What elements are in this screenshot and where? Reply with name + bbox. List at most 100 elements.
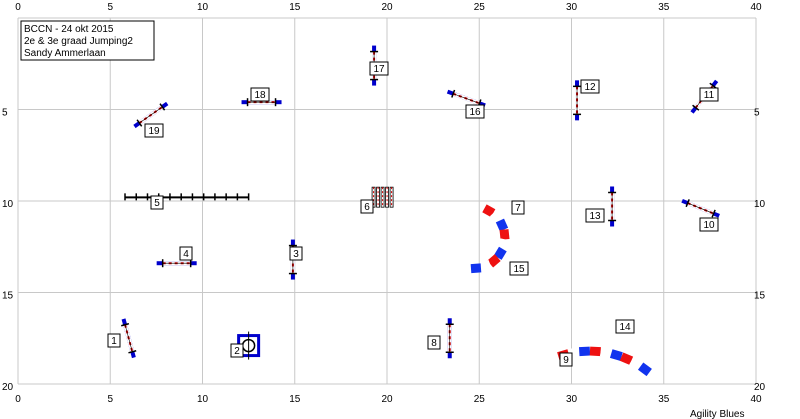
tunnel-segment	[637, 362, 652, 377]
obstacle-number: 17	[369, 61, 389, 76]
x-tick-label: 25	[474, 2, 486, 13]
obstacle-number: 7	[511, 200, 525, 215]
y-tick-label: 20	[754, 382, 766, 393]
tunnel-7	[470, 204, 510, 274]
tunnel-segment	[493, 246, 507, 260]
y-tick-label: 10	[2, 199, 14, 210]
x-tick-label: 35	[658, 2, 670, 13]
number-box	[179, 246, 193, 261]
jump-16	[446, 89, 486, 108]
number-box	[699, 217, 719, 232]
number-text: 2	[234, 346, 240, 357]
obstacle-number: 15	[509, 261, 529, 276]
tunnel-segment	[482, 204, 496, 218]
y-tick-label: 10	[754, 199, 766, 210]
tunnel-segment	[479, 259, 492, 273]
number-box	[699, 87, 719, 102]
number-box	[465, 104, 485, 119]
x-tick-label: 15	[289, 394, 301, 405]
info-line-class: 2e & 3e graad Jumping2	[24, 36, 133, 47]
jump-bar	[453, 93, 480, 104]
y-tick-label: 15	[754, 291, 766, 302]
number-text: 8	[431, 338, 437, 349]
x-tick-label: 15	[289, 2, 301, 13]
weave-5	[124, 193, 250, 201]
x-tick-label: 30	[566, 2, 578, 13]
x-tick-label: 10	[197, 394, 209, 405]
x-tick-label: 30	[566, 394, 578, 405]
info-line-author: Sandy Ammerlaan	[24, 48, 106, 59]
number-box	[250, 87, 270, 102]
tunnel-segment	[629, 356, 643, 371]
jump-4	[156, 259, 197, 268]
jump-8	[445, 318, 454, 359]
jump-stand	[685, 199, 690, 208]
jump-bar	[687, 202, 714, 214]
number-text: 11	[704, 90, 715, 101]
number-box	[144, 123, 164, 138]
tunnel-segment	[470, 263, 482, 274]
wall-6	[371, 186, 394, 208]
tunnel-segment	[589, 346, 601, 357]
x-tick-label: 40	[750, 2, 762, 13]
obstacle-number: 9	[559, 352, 573, 367]
jump-13	[608, 186, 617, 227]
obstacle-number: 19	[144, 123, 164, 138]
number-box	[509, 261, 529, 276]
x-tick-label: 5	[107, 394, 113, 405]
number-box	[230, 343, 244, 358]
tunnel-segment	[498, 238, 510, 251]
number-text: 1	[111, 336, 117, 347]
number-text: 15	[513, 264, 525, 275]
y-tick-label: 15	[2, 291, 14, 302]
jump-18	[241, 98, 282, 107]
obstacle-number: 10	[699, 217, 719, 232]
x-tick-label: 20	[381, 2, 393, 13]
number-text: 12	[584, 82, 596, 93]
tunnel-segment	[489, 210, 504, 224]
number-text: 10	[703, 220, 715, 231]
number-text: 5	[154, 198, 160, 209]
jump-stand	[711, 209, 716, 218]
obstacle-number: 1	[107, 333, 121, 348]
obstacle-number: 12	[580, 79, 600, 94]
tunnel-segment	[487, 254, 501, 268]
y-tick-label: 5	[2, 108, 8, 119]
obstacle-number: 16	[465, 104, 485, 119]
obstacle-number: 6	[360, 199, 374, 214]
tunnel-segment	[499, 229, 510, 240]
number-text: 3	[293, 249, 299, 260]
tunnel-segment	[619, 352, 634, 365]
number-box	[615, 319, 635, 334]
tunnel-segment	[609, 349, 623, 361]
tunnel-segment	[578, 346, 591, 357]
jump-10	[681, 198, 720, 218]
jump-19	[133, 101, 169, 129]
obstacle-number: 2	[230, 343, 244, 358]
footer-brand: Agility Blues	[690, 409, 744, 419]
number-text: 9	[563, 355, 569, 366]
tunnel-segment	[495, 218, 509, 232]
x-tick-label: 25	[474, 394, 486, 405]
number-text: 14	[619, 322, 631, 333]
jump-bar	[139, 106, 163, 124]
jump-1	[121, 318, 137, 359]
number-box	[580, 79, 600, 94]
number-box	[369, 61, 389, 76]
jump-12	[573, 80, 582, 121]
obstacle-number: 3	[289, 246, 303, 261]
tunnel-segment	[599, 347, 612, 358]
x-tick-label: 35	[658, 394, 670, 405]
obstacle-number: 5	[150, 195, 164, 210]
x-tick-label: 0	[15, 2, 21, 13]
number-box	[427, 335, 441, 350]
number-text: 17	[373, 64, 385, 75]
y-tick-label: 20	[2, 382, 14, 393]
number-box	[559, 352, 573, 367]
obstacle-number: 8	[427, 335, 441, 350]
number-text: 13	[589, 211, 601, 222]
x-tick-label: 10	[197, 2, 209, 13]
